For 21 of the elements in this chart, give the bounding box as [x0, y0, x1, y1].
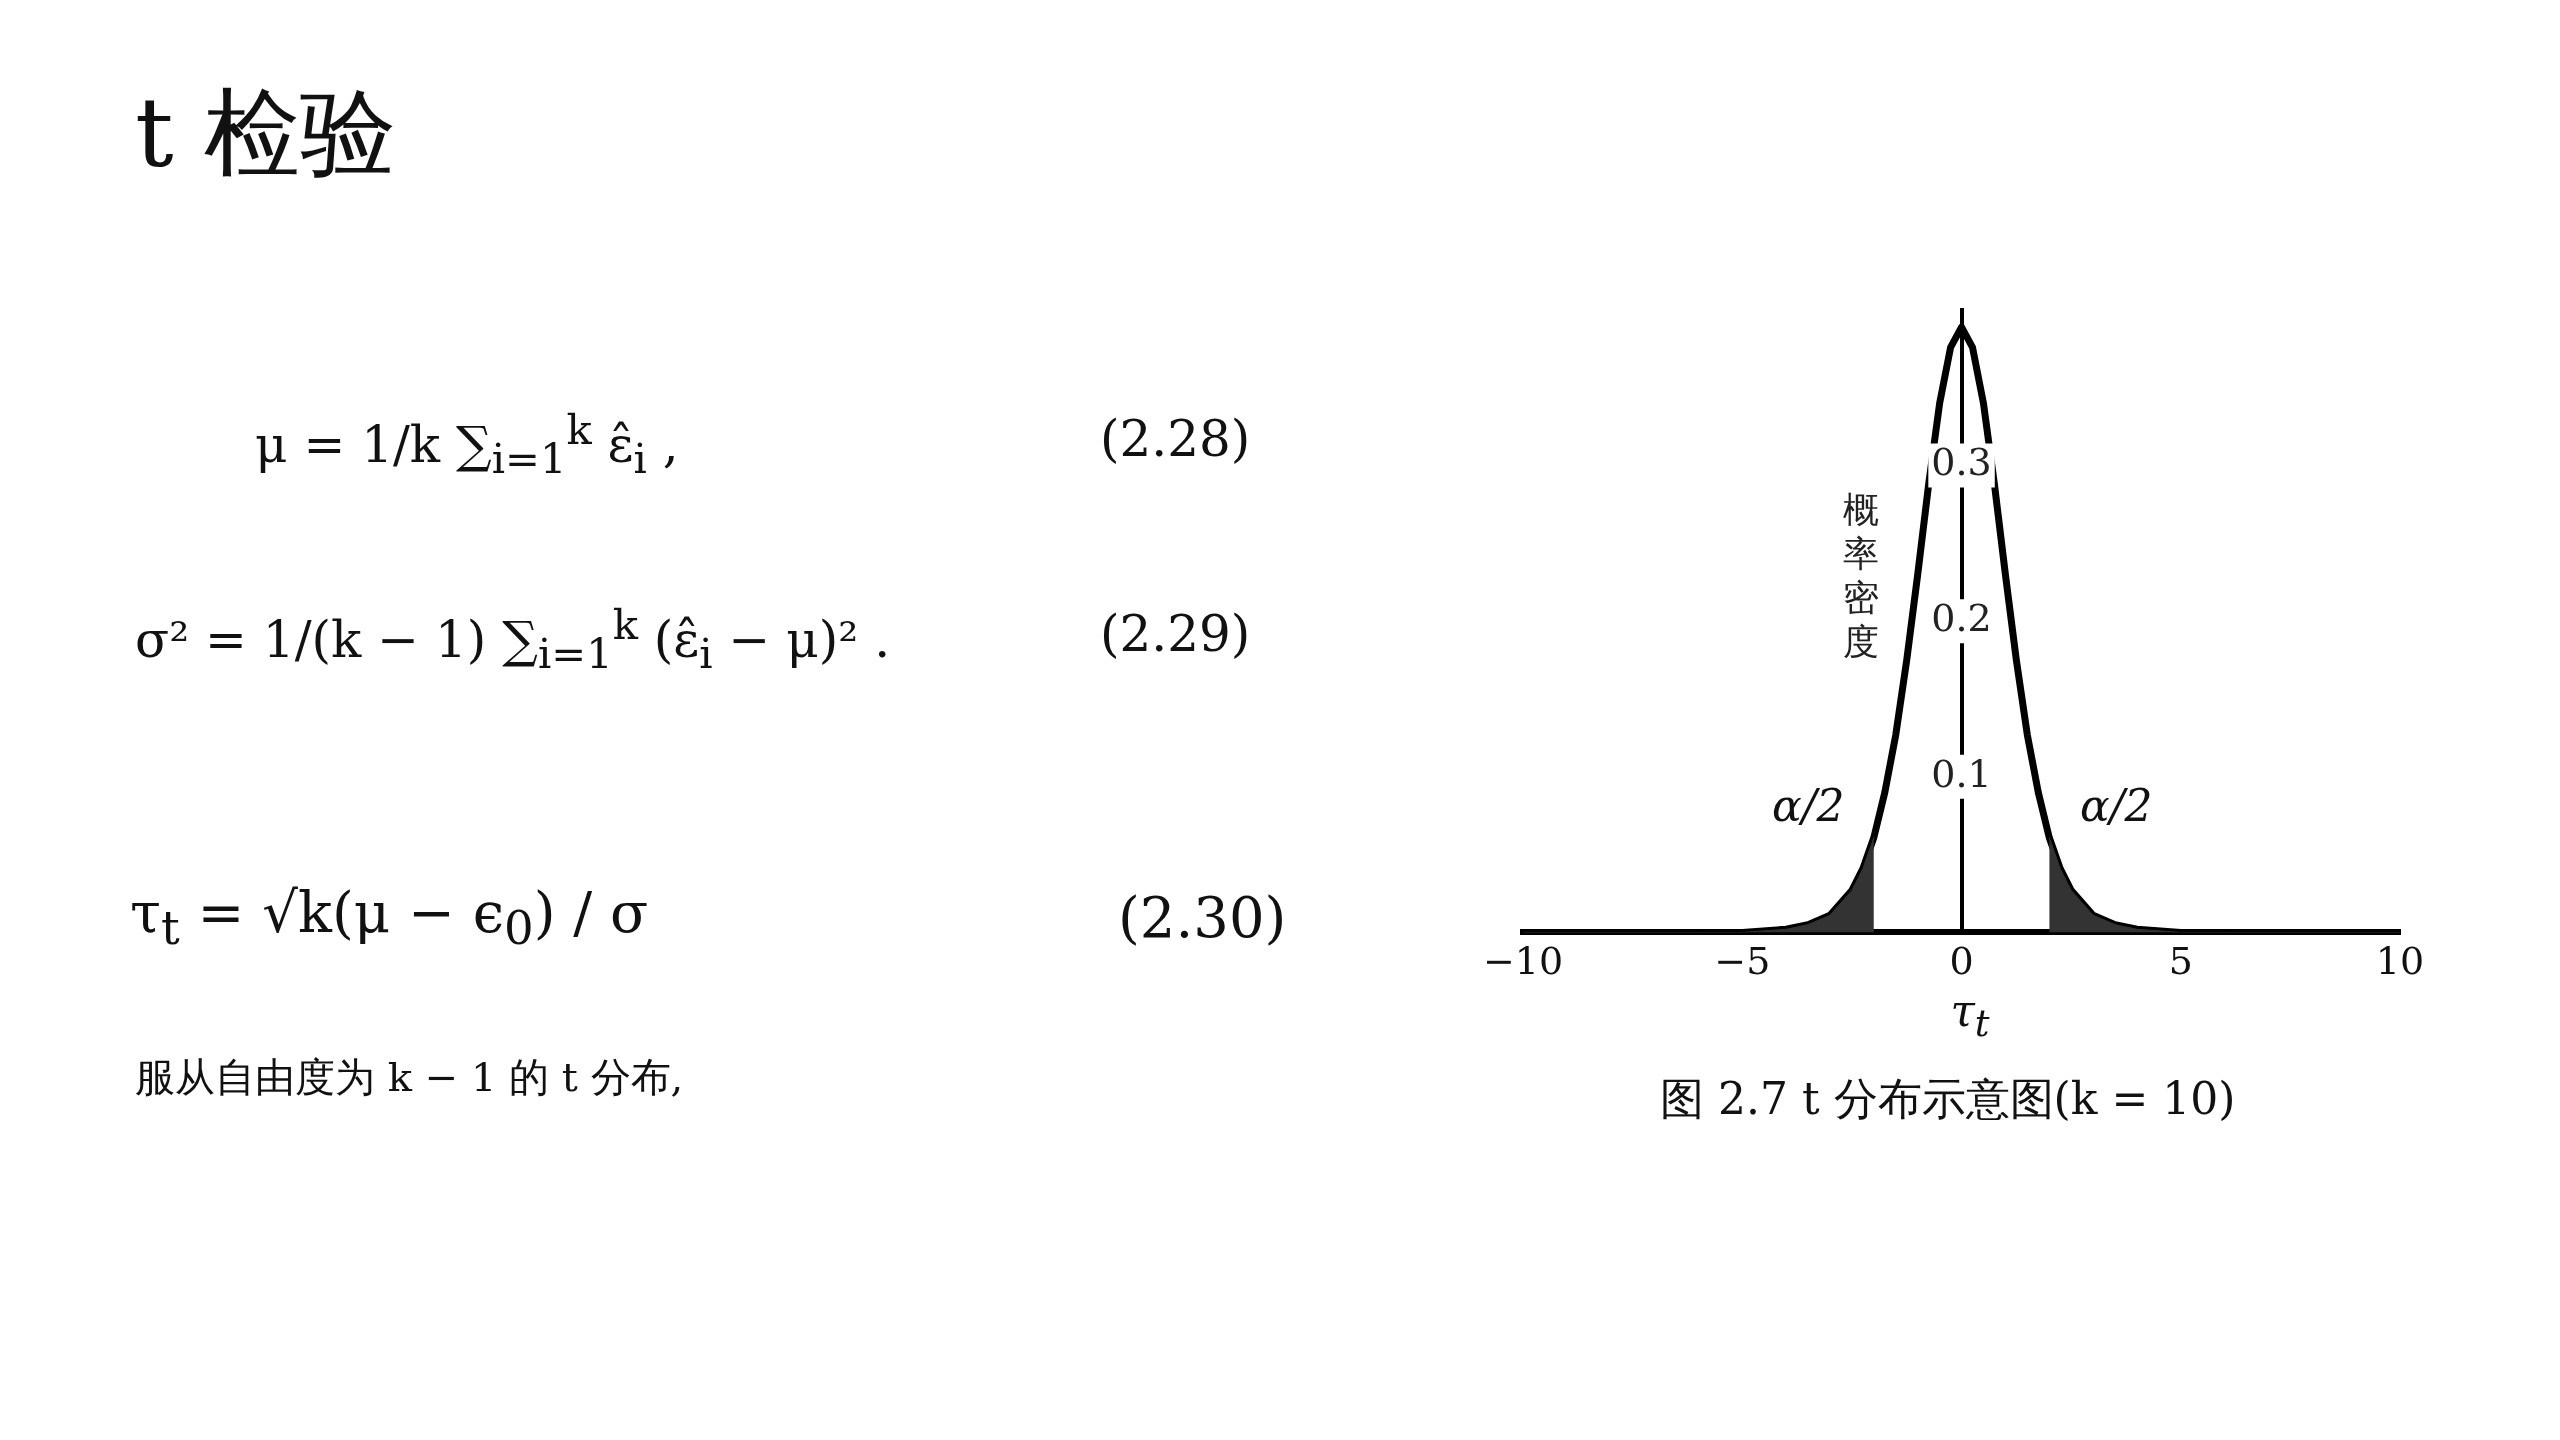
annotation: α/2 [1772, 780, 1845, 831]
text: t 检验 [135, 76, 397, 191]
y-tick-label: 0.3 [1931, 440, 1992, 485]
x-tick-label: 5 [2168, 939, 2193, 984]
caption: 图 2.7 t 分布示意图(k = 10) [1660, 1072, 2236, 1126]
text: σ² = 1/(k − 1) ∑$_{i=1}$$^{k}$ (ε̂$_{i}$ − μ)² . [135, 600, 891, 678]
text: (2.30) [1118, 885, 1287, 950]
x-tick-label: −5 [1714, 939, 1771, 984]
x-axis-title: τ$_{t}$ [1949, 985, 1991, 1045]
x-tick-label: −10 [1483, 939, 1564, 984]
text: (2.29) [1100, 605, 1251, 663]
text: (2.28) [1100, 410, 1251, 468]
y-tick-label: 0.2 [1931, 596, 1992, 641]
text: 服从自由度为 k − 1 的 t 分布, [135, 1053, 684, 1102]
x-tick-label: 0 [1949, 939, 1974, 984]
x-tick-label: 10 [2375, 939, 2425, 984]
text: τ$_{t}$ = √k(μ − ϵ$_{0}$) / σ [130, 880, 649, 956]
text: μ = 1/k ∑$_{i=1}$$^{k}$ ε̂$_{i}$ , [255, 405, 679, 483]
y-tick-label: 0.1 [1931, 751, 1992, 796]
annotation: α/2 [2080, 780, 2153, 831]
y-axis-title: 概率密度 [1842, 488, 1879, 662]
